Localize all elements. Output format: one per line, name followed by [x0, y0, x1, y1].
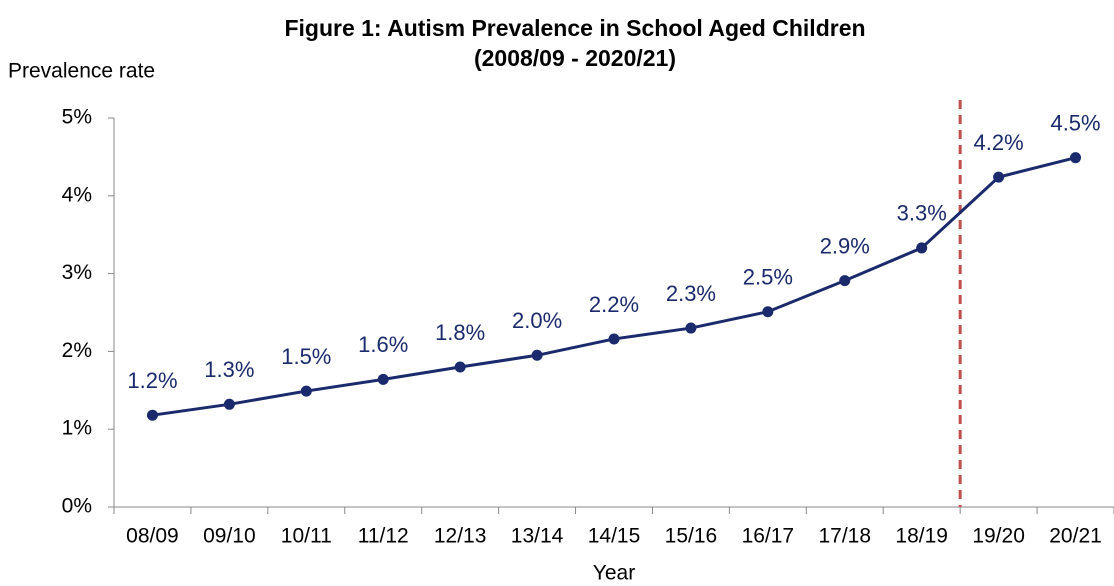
point [377, 373, 389, 385]
x-tick-label: 19/20 [972, 525, 1025, 548]
point [762, 306, 774, 318]
point [531, 349, 543, 361]
data-label: 1.2% [127, 368, 177, 393]
data-label: 2.3% [666, 281, 716, 306]
data-label: 2.9% [820, 233, 870, 258]
line [152, 156, 1076, 417]
point [300, 385, 312, 397]
point [1070, 152, 1082, 164]
y-tick-label: 5% [62, 106, 92, 129]
chart-subtitle: (2008/09 - 2020/21) [474, 45, 676, 71]
x-tick-label: 09/10 [203, 525, 256, 548]
y-tick-label: 0% [62, 495, 92, 518]
data-label: 2.2% [589, 292, 639, 317]
x-axis-label: Year [593, 562, 635, 585]
x-tick-label: 18/19 [895, 525, 948, 548]
x-tick-label: 14/15 [588, 525, 641, 548]
x-tick-label: 16/17 [742, 525, 795, 548]
point [685, 322, 697, 334]
chart-title: Figure 1: Autism Prevalence in School Ag… [284, 15, 865, 41]
point [993, 171, 1005, 183]
x-tick-label: 12/13 [434, 525, 487, 548]
data-label: 1.5% [281, 344, 331, 369]
x-tick-label: 15/16 [665, 525, 718, 548]
point [916, 242, 928, 254]
point [839, 275, 851, 287]
data-label: 1.3% [204, 357, 254, 382]
x-tick-label: 20/21 [1049, 525, 1102, 548]
y-tick-label: 1% [62, 417, 92, 440]
y-axis-label: Prevalence rate [8, 60, 155, 83]
point [223, 398, 235, 410]
data-label: 2.5% [743, 265, 793, 290]
y-tick-label: 4% [62, 183, 92, 206]
x-tick-label: 10/11 [281, 525, 332, 548]
x-tick-label: 13/14 [511, 525, 564, 548]
data-label: 1.8% [435, 320, 485, 345]
data-label: 3.3% [897, 201, 947, 226]
point [146, 409, 158, 421]
y-tick-label: 3% [62, 261, 92, 284]
data-label: 1.6% [358, 332, 408, 357]
data-label: 4.5% [1050, 110, 1100, 135]
point [608, 333, 620, 345]
data-label: 4.2% [974, 130, 1024, 155]
x-tick-label: 11/12 [358, 525, 409, 548]
data-label: 2.0% [512, 308, 562, 333]
x-tick-label: 17/18 [818, 525, 871, 548]
x-tick-label: 08/09 [126, 525, 179, 548]
point [454, 361, 466, 373]
y-tick-label: 2% [62, 339, 92, 362]
